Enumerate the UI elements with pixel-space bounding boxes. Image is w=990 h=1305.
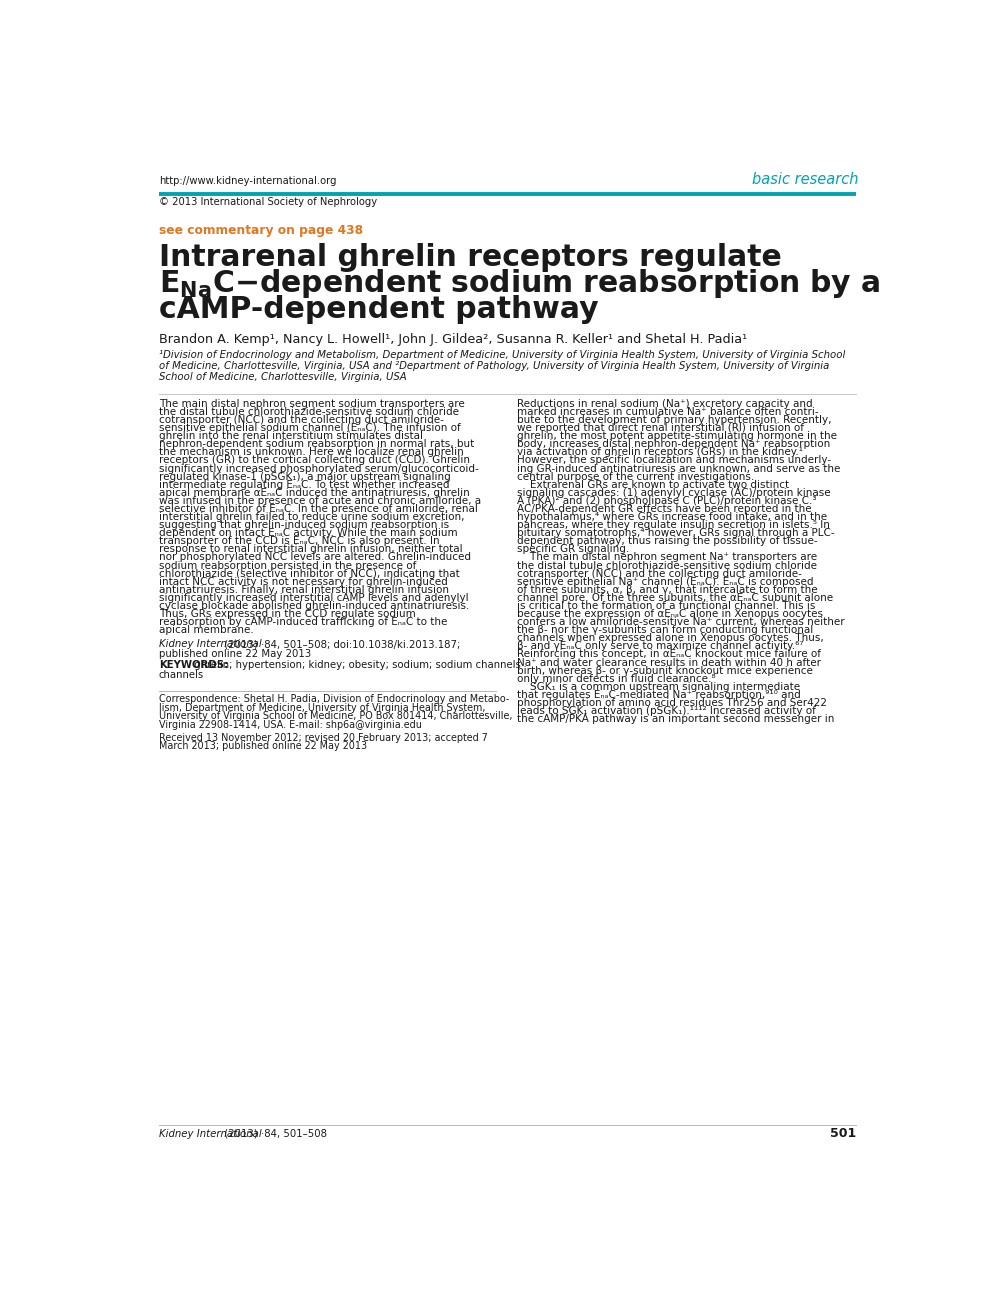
Text: only minor defects in fluid clearance.⁸: only minor defects in fluid clearance.⁸ bbox=[518, 673, 716, 684]
Text: because the expression of αEₙₐC alone in Xenopus oocytes: because the expression of αEₙₐC alone in… bbox=[518, 609, 824, 619]
Text: channels when expressed alone in Xenopus oocytes. Thus,: channels when expressed alone in Xenopus… bbox=[518, 633, 825, 643]
Text: ghrelin; hypertension; kidney; obesity; sodium; sodium channels: ghrelin; hypertension; kidney; obesity; … bbox=[191, 660, 521, 671]
Text: selective inhibitor of EₙₐC. In the presence of amiloride, renal: selective inhibitor of EₙₐC. In the pres… bbox=[158, 504, 477, 514]
Text: leads to SGK₁ activation (pSGK₁).¹¹¹² Increased activity of: leads to SGK₁ activation (pSGK₁).¹¹¹² In… bbox=[518, 706, 817, 716]
Text: http://www.kidney-international.org: http://www.kidney-international.org bbox=[158, 176, 337, 187]
Text: Brandon A. Kemp¹, Nancy L. Howell¹, John J. Gildea², Susanna R. Keller¹ and Shet: Brandon A. Kemp¹, Nancy L. Howell¹, John… bbox=[158, 333, 746, 346]
Text: marked increases in cumulative Na⁺ balance often contri-: marked increases in cumulative Na⁺ balan… bbox=[518, 407, 819, 416]
Text: Thus, GRs expressed in the CCD regulate sodium: Thus, GRs expressed in the CCD regulate … bbox=[158, 609, 416, 619]
Text: apical membrane αEₙₐC induced the antinatriuresis, ghrelin: apical membrane αEₙₐC induced the antina… bbox=[158, 488, 469, 497]
Text: (2013) ·84, 501–508: (2013) ·84, 501–508 bbox=[222, 1129, 328, 1139]
Text: of three subunits, α, β, and γ, that intercalate to form the: of three subunits, α, β, and γ, that int… bbox=[518, 585, 818, 595]
Text: signaling cascades: (1) adenylyl cyclase (AC)/protein kinase: signaling cascades: (1) adenylyl cyclase… bbox=[518, 488, 831, 497]
Text: pancreas, where they regulate insulin secretion in islets.⁵ In: pancreas, where they regulate insulin se… bbox=[518, 521, 831, 530]
Text: Correspondence: Shetal H. Padia, Division of Endocrinology and Metabo-: Correspondence: Shetal H. Padia, Divisio… bbox=[158, 694, 509, 705]
Text: cAMP-dependent pathway: cAMP-dependent pathway bbox=[158, 295, 598, 325]
Text: University of Virginia School of Medicine, PO Box 801414, Charlottesville,: University of Virginia School of Medicin… bbox=[158, 711, 512, 722]
Text: sodium reabsorption persisted in the presence of: sodium reabsorption persisted in the pre… bbox=[158, 561, 416, 570]
Text: Na⁺ and water clearance results in death within 40 h after: Na⁺ and water clearance results in death… bbox=[518, 658, 822, 668]
Text: 501: 501 bbox=[830, 1126, 856, 1139]
Text: regulated kinase-1 (pSGK₁), a major upstream signaling: regulated kinase-1 (pSGK₁), a major upst… bbox=[158, 471, 450, 482]
Text: bute to the development of primary hypertension. Recently,: bute to the development of primary hyper… bbox=[518, 415, 832, 425]
Text: However, the specific localization and mechanisms underly-: However, the specific localization and m… bbox=[518, 455, 832, 466]
Text: was infused in the presence of acute and chronic amiloride, a: was infused in the presence of acute and… bbox=[158, 496, 481, 506]
Text: KEYWORDS:: KEYWORDS: bbox=[158, 660, 228, 671]
Text: ghrelin into the renal interstitium stimulates distal: ghrelin into the renal interstitium stim… bbox=[158, 431, 423, 441]
Text: Kidney International: Kidney International bbox=[158, 1129, 261, 1139]
Text: cotransporter (NCC) and the collecting duct amiloride-: cotransporter (NCC) and the collecting d… bbox=[158, 415, 444, 425]
Text: Reductions in renal sodium (Na⁺) excretory capacity and: Reductions in renal sodium (Na⁺) excreto… bbox=[518, 399, 813, 408]
Text: phosphorylation of amino acid residues Thr256 and Ser422: phosphorylation of amino acid residues T… bbox=[518, 698, 828, 709]
Text: lism, Department of Medicine, University of Virginia Health System,: lism, Department of Medicine, University… bbox=[158, 702, 485, 713]
Text: dependent on intact EₙₐC activity. While the main sodium: dependent on intact EₙₐC activity. While… bbox=[158, 529, 457, 538]
Text: Virginia 22908-1414, USA. E-mail: shp6a@virginia.edu: Virginia 22908-1414, USA. E-mail: shp6a@… bbox=[158, 719, 422, 729]
Text: confers a low amiloride-sensitive Na⁺ current, whereas neither: confers a low amiloride-sensitive Na⁺ cu… bbox=[518, 617, 845, 628]
Text: channels: channels bbox=[158, 671, 204, 680]
Text: the distal tubule chlorothiazide-sensitive sodium chloride: the distal tubule chlorothiazide-sensiti… bbox=[518, 561, 818, 570]
Text: cyclase blockade abolished ghrelin-induced antinatriuresis.: cyclase blockade abolished ghrelin-induc… bbox=[158, 602, 469, 611]
Text: sensitive epithelial sodium channel (EₙₐC). The infusion of: sensitive epithelial sodium channel (Eₙₐ… bbox=[158, 423, 460, 433]
Text: sensitive epithelial Na⁺ channel (EₙₐC). EₙₐC is composed: sensitive epithelial Na⁺ channel (EₙₐC).… bbox=[518, 577, 814, 587]
Text: Intrarenal ghrelin receptors regulate: Intrarenal ghrelin receptors regulate bbox=[158, 243, 781, 271]
Text: the β- nor the γ-subunits can form conducting functional: the β- nor the γ-subunits can form condu… bbox=[518, 625, 814, 636]
Text: suggesting that ghrelin-induced sodium reabsorption is: suggesting that ghrelin-induced sodium r… bbox=[158, 521, 448, 530]
Text: March 2013; published online 22 May 2013: March 2013; published online 22 May 2013 bbox=[158, 741, 366, 752]
Text: significantly increased interstitial cAMP levels and adenylyl: significantly increased interstitial cAM… bbox=[158, 592, 468, 603]
Text: School of Medicine, Charlottesville, Virginia, USA: School of Medicine, Charlottesville, Vir… bbox=[158, 372, 406, 382]
Text: the cAMP/PKA pathway is an important second messenger in: the cAMP/PKA pathway is an important sec… bbox=[518, 714, 835, 724]
Text: is critical to the formation of a functional channel. This is: is critical to the formation of a functi… bbox=[518, 602, 816, 611]
Text: intermediate regulating EₙₐC. To test whether increased: intermediate regulating EₙₐC. To test wh… bbox=[158, 480, 449, 489]
Text: channel pore. Of the three subunits, the αEₙₐC subunit alone: channel pore. Of the three subunits, the… bbox=[518, 592, 834, 603]
Text: published online 22 May 2013: published online 22 May 2013 bbox=[158, 650, 311, 659]
Text: ¹Division of Endocrinology and Metabolism, Department of Medicine, University of: ¹Division of Endocrinology and Metabolis… bbox=[158, 350, 845, 360]
Text: © 2013 International Society of Nephrology: © 2013 International Society of Nephrolo… bbox=[158, 197, 377, 207]
Text: Received 13 November 2012; revised 20 February 2013; accepted 7: Received 13 November 2012; revised 20 Fe… bbox=[158, 732, 487, 743]
Text: the mechanism is unknown. Here we localize renal ghrelin: the mechanism is unknown. Here we locali… bbox=[158, 448, 463, 457]
Text: cotransporter (NCC) and the collecting duct amiloride-: cotransporter (NCC) and the collecting d… bbox=[518, 569, 802, 578]
Text: The main distal nephron segment Na⁺ transporters are: The main distal nephron segment Na⁺ tran… bbox=[518, 552, 818, 562]
Text: body, increases distal nephron-dependent Na⁺ reabsorption: body, increases distal nephron-dependent… bbox=[518, 440, 831, 449]
Text: specific GR signaling.: specific GR signaling. bbox=[518, 544, 630, 555]
Text: A (PKA)² and (2) phospholipase C (PLC)/protein kinase C.³: A (PKA)² and (2) phospholipase C (PLC)/p… bbox=[518, 496, 817, 506]
Text: transporter of the CCD is EₙₐC, NCC is also present. In: transporter of the CCD is EₙₐC, NCC is a… bbox=[158, 536, 440, 547]
Text: nephron-dependent sodium reabsorption in normal rats, but: nephron-dependent sodium reabsorption in… bbox=[158, 440, 474, 449]
Text: we reported that direct renal interstitial (RI) infusion of: we reported that direct renal interstiti… bbox=[518, 423, 805, 433]
Text: The main distal nephron segment sodium transporters are: The main distal nephron segment sodium t… bbox=[158, 399, 464, 408]
Text: Kidney International: Kidney International bbox=[158, 639, 261, 650]
Text: ing GR-induced antinatriuresis are unknown, and serve as the: ing GR-induced antinatriuresis are unkno… bbox=[518, 463, 841, 474]
Text: receptors (GR) to the cortical collecting duct (CCD). Ghrelin: receptors (GR) to the cortical collectin… bbox=[158, 455, 469, 466]
Text: see commentary on page 438: see commentary on page 438 bbox=[158, 223, 362, 236]
Text: dependent pathway, thus raising the possibility of tissue-: dependent pathway, thus raising the poss… bbox=[518, 536, 818, 547]
Text: interstitial ghrelin failed to reduce urine sodium excretion,: interstitial ghrelin failed to reduce ur… bbox=[158, 512, 464, 522]
Text: ghrelin, the most potent appetite-stimulating hormone in the: ghrelin, the most potent appetite-stimul… bbox=[518, 431, 838, 441]
Text: apical membrane.: apical membrane. bbox=[158, 625, 253, 636]
Text: AC/PKA-dependent GR effects have been reported in the: AC/PKA-dependent GR effects have been re… bbox=[518, 504, 812, 514]
Text: pituitary somatotrophs,⁴ however, GRs signal through a PLC-: pituitary somatotrophs,⁴ however, GRs si… bbox=[518, 529, 836, 538]
Text: reabsorption by cAMP-induced trafficking of EₙₐC to the: reabsorption by cAMP-induced trafficking… bbox=[158, 617, 447, 628]
Text: nor phosphorylated NCC levels are altered. Ghrelin-induced: nor phosphorylated NCC levels are altere… bbox=[158, 552, 470, 562]
Text: Extrarenal GRs are known to activate two distinct: Extrarenal GRs are known to activate two… bbox=[518, 480, 790, 489]
Text: intact NCC activity is not necessary for ghrelin-induced: intact NCC activity is not necessary for… bbox=[158, 577, 447, 587]
Text: basic research: basic research bbox=[752, 172, 858, 188]
Text: that regulates EₙₐC-mediated Na⁺ reabsorption,⁹¹⁰ and: that regulates EₙₐC-mediated Na⁺ reabsor… bbox=[518, 690, 801, 699]
Text: of Medicine, Charlottesville, Virginia, USA and ²Department of Pathology, Univer: of Medicine, Charlottesville, Virginia, … bbox=[158, 361, 829, 371]
Text: central purpose of the current investigations.: central purpose of the current investiga… bbox=[518, 471, 754, 482]
Text: response to renal interstitial ghrelin infusion, neither total: response to renal interstitial ghrelin i… bbox=[158, 544, 462, 555]
Text: $\mathbf{E}_{\mathbf{Na}}\mathbf{C}$$\bf{-dependent\ sodium\ reabsorption\ by\ a: $\mathbf{E}_{\mathbf{Na}}\mathbf{C}$$\bf… bbox=[158, 268, 879, 300]
Text: chlorothiazide (selective inhibitor of NCC), indicating that: chlorothiazide (selective inhibitor of N… bbox=[158, 569, 459, 578]
Text: hypothalamus,⁴ where GRs increase food intake, and in the: hypothalamus,⁴ where GRs increase food i… bbox=[518, 512, 828, 522]
Text: birth, whereas β- or γ-subunit knockout mice experience: birth, whereas β- or γ-subunit knockout … bbox=[518, 666, 814, 676]
Text: (2013) ·84, 501–508; doi:10.1038/ki.2013.187;: (2013) ·84, 501–508; doi:10.1038/ki.2013… bbox=[222, 639, 460, 650]
Text: SGK₁ is a common upstream signaling intermediate: SGK₁ is a common upstream signaling inte… bbox=[518, 681, 801, 692]
Text: β- and γEₙₐC only serve to maximize channel activity.⁶⁷: β- and γEₙₐC only serve to maximize chan… bbox=[518, 641, 804, 651]
Text: via activation of ghrelin receptors (GRs) in the kidney.¹: via activation of ghrelin receptors (GRs… bbox=[518, 448, 804, 457]
Text: significantly increased phosphorylated serum/glucocorticoid-: significantly increased phosphorylated s… bbox=[158, 463, 478, 474]
Text: antinatriuresis. Finally, renal interstitial ghrelin infusion: antinatriuresis. Finally, renal intersti… bbox=[158, 585, 448, 595]
Text: Reinforcing this concept, in αEₙₐC knockout mice failure of: Reinforcing this concept, in αEₙₐC knock… bbox=[518, 650, 822, 659]
Text: the distal tubule chlorothiazide-sensitive sodium chloride: the distal tubule chlorothiazide-sensiti… bbox=[158, 407, 458, 416]
